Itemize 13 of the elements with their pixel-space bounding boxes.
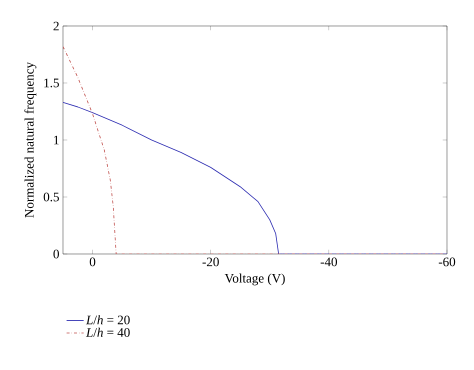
x-tick-label: -40 xyxy=(320,258,338,266)
x-tick-label: -60 xyxy=(438,258,456,266)
y-tick-label: 1 xyxy=(54,136,59,144)
y-tick-label: 0.5 xyxy=(44,192,59,202)
y-axis-title: Normalized natural frequency xyxy=(24,62,36,218)
legend-label: L/h = 40 xyxy=(86,328,130,337)
y-tick-label: 2 xyxy=(54,22,59,30)
x-tick-label: -20 xyxy=(202,258,219,266)
y-tick-label: 0 xyxy=(53,250,59,258)
legend-label: L/h = 20 xyxy=(86,315,130,324)
y-tick-label: 1.5 xyxy=(44,78,59,88)
x-axis-title: Voltage (V) xyxy=(224,273,285,286)
x-tick-label: 0 xyxy=(90,258,96,266)
